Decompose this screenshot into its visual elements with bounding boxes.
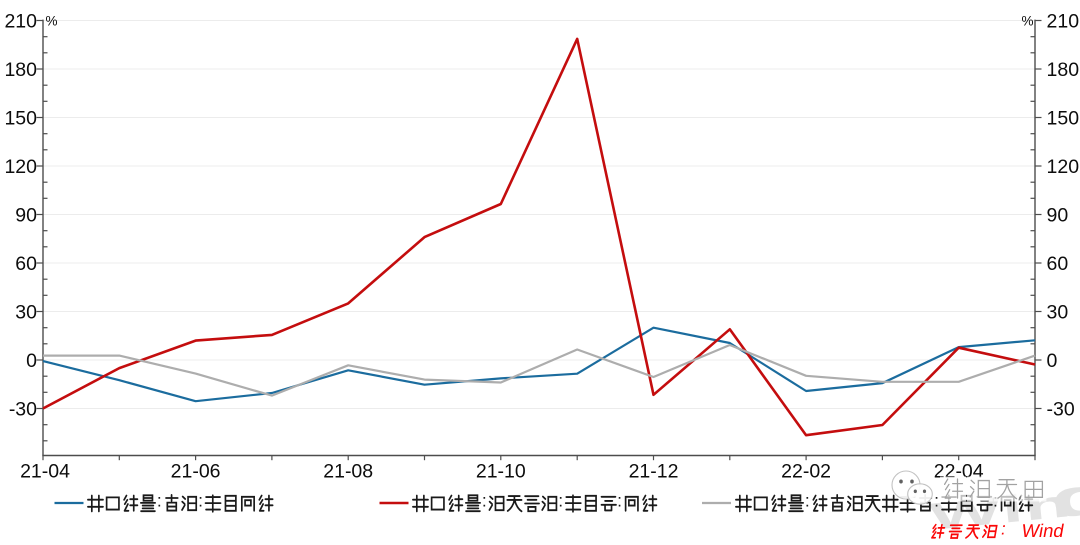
svg-text:60: 60 xyxy=(15,253,37,275)
svg-text:210: 210 xyxy=(1047,10,1080,32)
svg-text:180: 180 xyxy=(1047,59,1080,81)
svg-text:150: 150 xyxy=(1047,107,1080,129)
svg-text:90: 90 xyxy=(1047,204,1069,226)
svg-text:30: 30 xyxy=(15,301,37,323)
svg-text:150: 150 xyxy=(4,107,37,129)
svg-text:d: d xyxy=(1048,466,1080,530)
svg-text:22-02: 22-02 xyxy=(781,461,831,483)
svg-text:120: 120 xyxy=(4,156,37,178)
svg-text:60: 60 xyxy=(1047,253,1069,275)
svg-text:-30: -30 xyxy=(1047,398,1075,420)
svg-text:90: 90 xyxy=(15,204,37,226)
svg-text:21-08: 21-08 xyxy=(323,461,373,483)
svg-text:Wind: Wind xyxy=(1020,520,1066,540)
svg-text::: : xyxy=(482,491,487,511)
svg-text:-30: -30 xyxy=(9,398,37,420)
svg-text:30: 30 xyxy=(1047,301,1069,323)
svg-text:180: 180 xyxy=(4,59,37,81)
svg-text::: : xyxy=(999,519,1007,539)
svg-text:0: 0 xyxy=(1047,350,1058,372)
svg-text::: : xyxy=(558,491,563,511)
svg-text::: : xyxy=(157,491,162,511)
svg-text::: : xyxy=(805,491,810,511)
svg-text::: : xyxy=(198,491,203,511)
svg-text:21-06: 21-06 xyxy=(171,461,221,483)
svg-text:21-10: 21-10 xyxy=(476,461,526,483)
svg-text::: : xyxy=(617,491,622,511)
svg-text::: : xyxy=(934,491,939,511)
svg-text:120: 120 xyxy=(1047,156,1080,178)
svg-text:210: 210 xyxy=(4,10,37,32)
svg-text:21-04: 21-04 xyxy=(20,461,70,483)
svg-text:%: % xyxy=(1021,14,1033,29)
svg-text:21-12: 21-12 xyxy=(629,461,679,483)
svg-text:0: 0 xyxy=(26,350,37,372)
svg-text:%: % xyxy=(46,14,58,29)
